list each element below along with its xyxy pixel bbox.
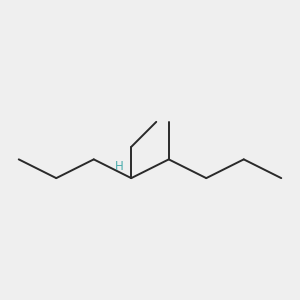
Text: H: H xyxy=(114,160,123,173)
